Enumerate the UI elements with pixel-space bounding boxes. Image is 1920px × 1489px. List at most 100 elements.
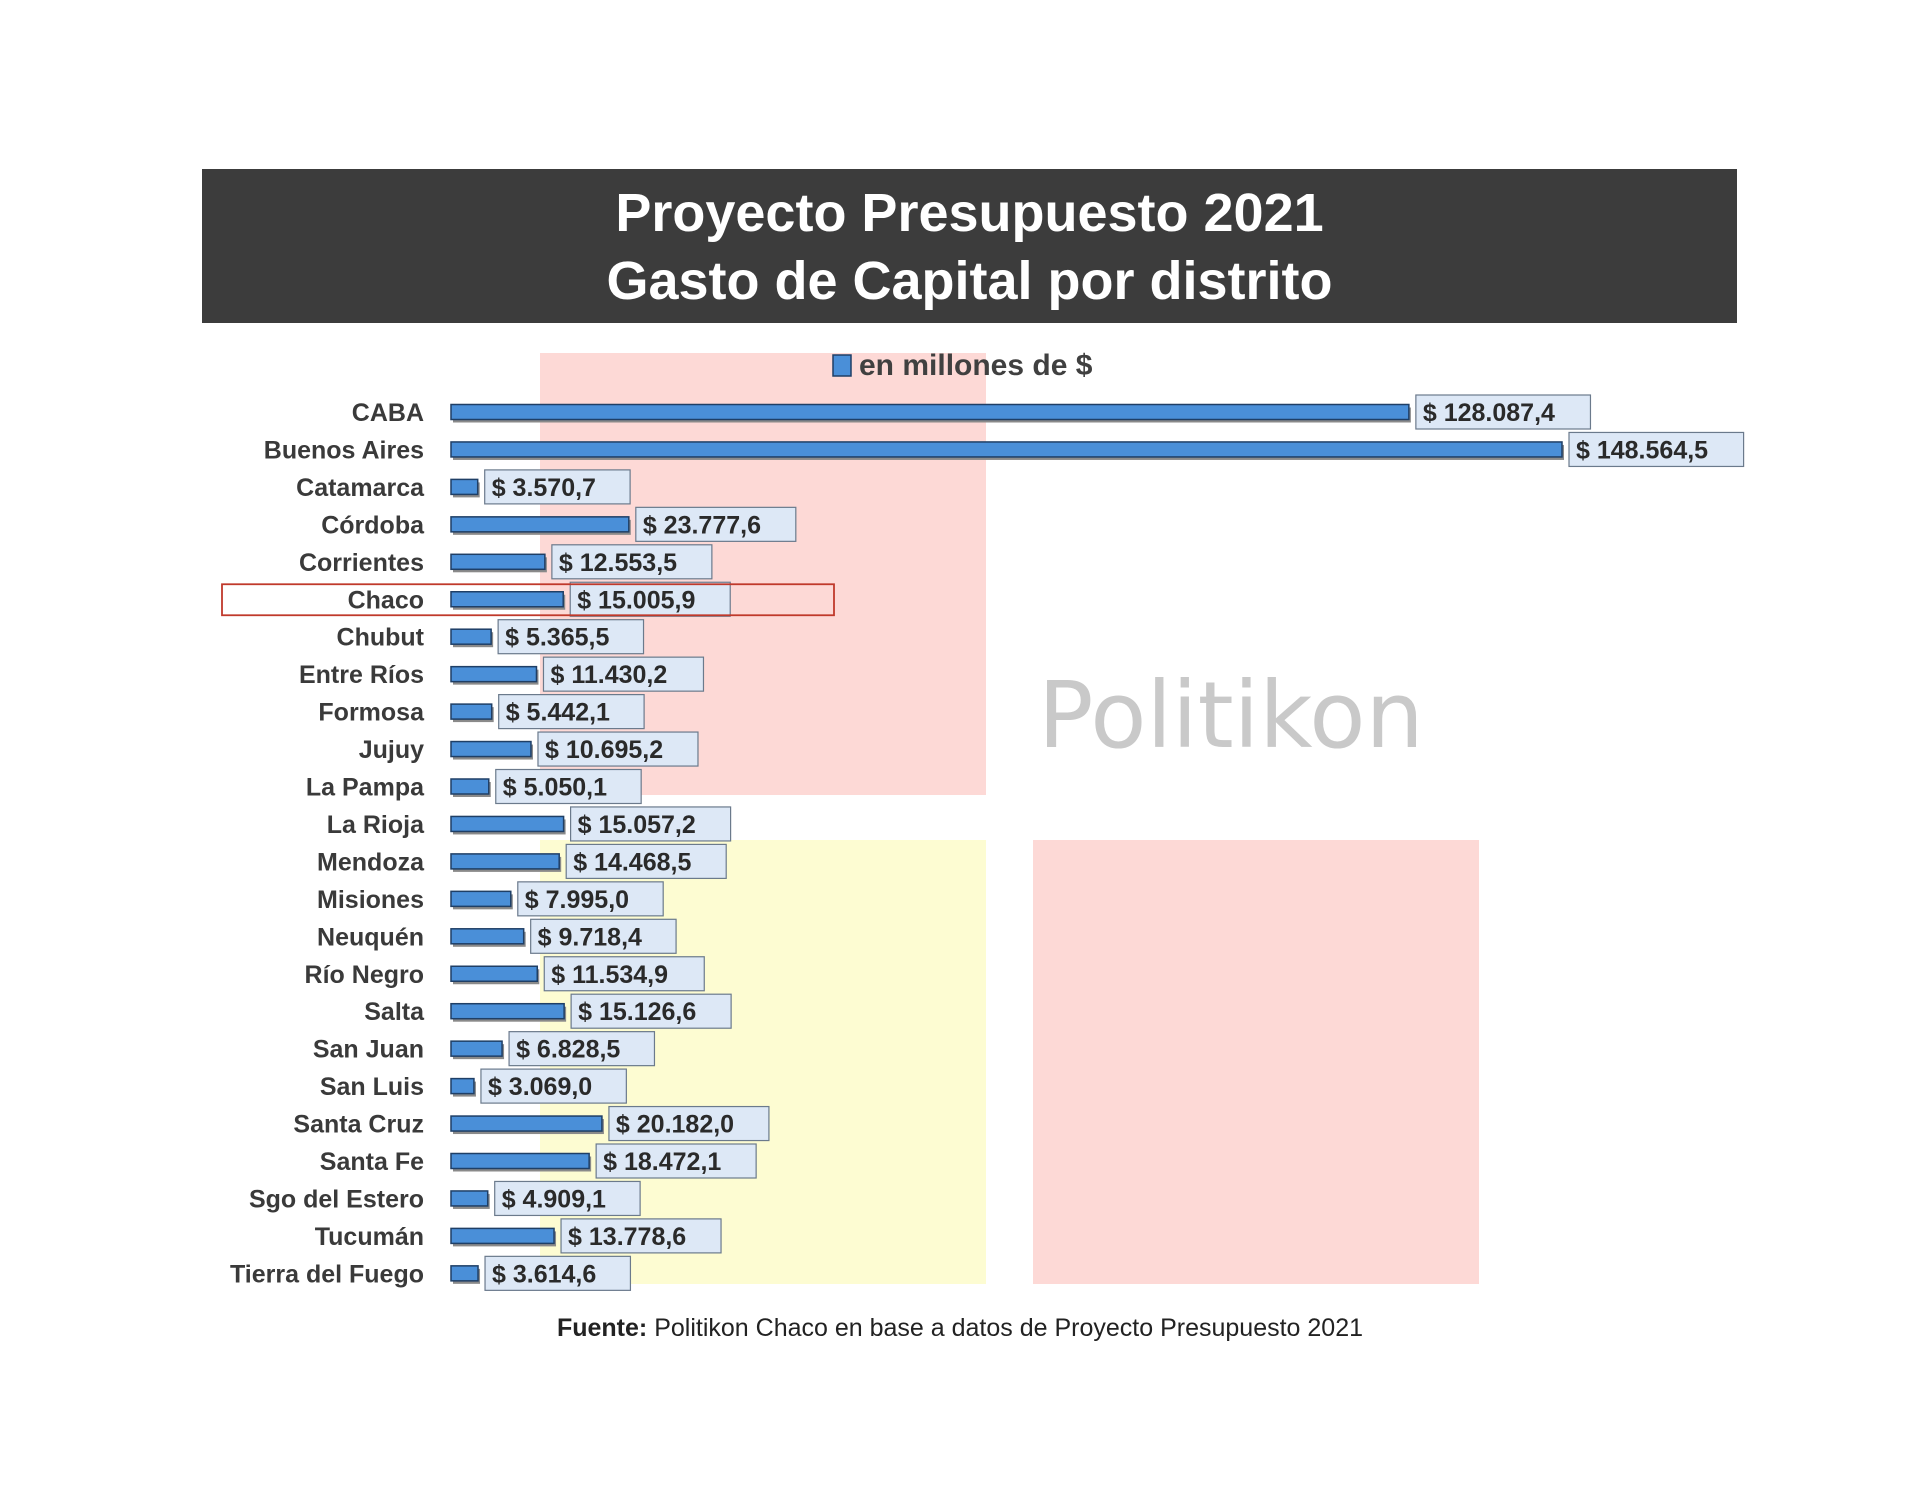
category-label-tucuman: Tucumán: [315, 1223, 424, 1251]
source-label: Fuente:: [556, 1314, 648, 1342]
value-label-santa-fe: $ 18.472,1: [603, 1148, 721, 1176]
category-label-entre-rios: Entre Ríos: [299, 661, 424, 689]
value-label-rio-negro: $ 11.534,9: [551, 961, 668, 989]
bar-santa-fe: [450, 1152, 590, 1170]
bar-cordoba: [450, 516, 630, 533]
category-label-buenos-aires: Buenos Aires: [264, 436, 424, 464]
bar-chaco: [450, 591, 564, 608]
value-label-box-chaco: [569, 581, 731, 617]
legend-label: en millones de $: [859, 349, 1093, 382]
chart-title-line1: Proyecto Presupuesto 2021: [615, 183, 1324, 243]
bar-buenos-aires: [450, 441, 1563, 458]
category-label-misiones: Misiones: [317, 886, 424, 914]
value-label-catamarca: $ 3.570,7: [492, 474, 596, 502]
chart-title-line2: Gasto de Capital por distrito: [606, 251, 1333, 311]
value-label-buenos-aires: $ 148.564,5: [1576, 436, 1708, 464]
value-label-box-caba: [1415, 394, 1592, 430]
bar-rio-negro: [450, 965, 539, 982]
value-label-box-tierra-del-fuego: [484, 1255, 632, 1291]
value-label-box-misiones: [517, 881, 664, 917]
category-labels: CABA Buenos Aires Catamarca Córdoba Corrient…: [230, 399, 425, 1288]
legend-swatch: [832, 354, 852, 377]
watermark-block-red-bottom: [1033, 840, 1479, 1284]
value-label-mendoza: $ 14.468,5: [573, 848, 691, 876]
category-label-santa-fe: Santa Fe: [320, 1148, 424, 1176]
source-text: Politikon Chaco en base a datos de Proye…: [654, 1314, 1364, 1342]
bar-santa-cruz: [450, 1115, 603, 1132]
value-label-box-tucuman: [560, 1218, 722, 1254]
value-label-la-pampa: $ 5.050,1: [503, 774, 607, 802]
category-label-rio-negro: Río Negro: [305, 961, 424, 989]
category-label-jujuy: Jujuy: [359, 736, 424, 764]
value-label-san-luis: $ 3.069,0: [488, 1073, 592, 1101]
value-label-santa-cruz: $ 20.182,0: [616, 1111, 734, 1139]
bar-caba: [450, 403, 1410, 421]
watermark-text: Politikon: [1038, 662, 1424, 769]
category-label-catamarca: Catamarca: [296, 474, 425, 502]
value-label-tierra-del-fuego: $ 3.614,6: [492, 1260, 596, 1288]
value-label-jujuy: $ 10.695,2: [545, 736, 663, 764]
value-label-corrientes: $ 12.553,5: [559, 549, 677, 577]
category-label-chaco: Chaco: [348, 586, 424, 614]
value-label-salta: $ 15.126,6: [578, 998, 696, 1026]
value-label-neuquen: $ 9.718,4: [538, 923, 642, 951]
value-label-box-corrientes: [551, 544, 713, 580]
value-label-box-santa-cruz: [608, 1105, 770, 1142]
category-label-corrientes: Corrientes: [299, 549, 424, 577]
bar-chubut: [450, 628, 492, 645]
category-label-chubut: Chubut: [337, 624, 425, 652]
value-label-box-entre-rios: [542, 656, 705, 692]
category-label-cordoba: Córdoba: [321, 511, 425, 539]
bar-catamarca: [450, 478, 479, 496]
category-label-sgo-del-estero: Sgo del Estero: [249, 1185, 424, 1213]
value-label-box-la-pampa: [495, 768, 642, 805]
value-label-box-san-juan: [508, 1031, 656, 1067]
value-label-la-rioja: $ 15.057,2: [578, 811, 696, 839]
value-label-box-san-luis: [480, 1068, 627, 1104]
bar-tierra-del-fuego: [450, 1265, 479, 1282]
bar-la-pampa: [450, 778, 490, 795]
title-banner: Proyecto Presupuesto 2021 Gasto de Capit…: [202, 169, 1737, 323]
value-label-chubut: $ 5.365,5: [505, 624, 609, 652]
value-label-box-sgo-del-estero: [494, 1180, 641, 1217]
bar-misiones: [450, 890, 512, 908]
value-label-box-cordoba: [635, 506, 797, 542]
bar-salta: [450, 1002, 565, 1020]
chaco-highlight-box: [221, 583, 835, 617]
value-label-box-formosa: [498, 693, 645, 730]
bars: [450, 403, 1564, 1284]
value-label-box-jujuy: [537, 731, 699, 767]
bar-san-luis: [450, 1077, 475, 1095]
category-label-caba: CABA: [352, 399, 424, 427]
value-label-box-la-rioja: [570, 806, 732, 842]
bar-mendoza: [450, 853, 560, 870]
value-labels: $ 128.087,4 $ 148.564,5 $ 3.570,7 $ 23.777,…: [480, 394, 1745, 1291]
bar-entre-rios: [450, 665, 538, 683]
category-label-san-juan: San Juan: [313, 1036, 424, 1064]
bar-neuquen: [450, 928, 525, 945]
category-label-salta: Salta: [364, 998, 425, 1026]
bar-corrientes: [450, 553, 546, 571]
watermark: Politikon: [540, 353, 1479, 1284]
legend: en millones de $: [832, 349, 1093, 382]
value-label-cordoba: $ 23.777,6: [643, 511, 761, 539]
bar-la-rioja: [450, 815, 565, 833]
value-label-formosa: $ 5.442,1: [506, 699, 610, 727]
category-label-mendoza: Mendoza: [317, 848, 425, 876]
bar-san-juan: [450, 1040, 503, 1057]
value-label-sgo-del-estero: $ 4.909,1: [502, 1185, 606, 1213]
bar-tucuman: [450, 1227, 555, 1245]
value-label-tucuman: $ 13.778,6: [568, 1223, 686, 1251]
category-label-san-luis: San Luis: [320, 1073, 424, 1101]
category-label-la-pampa: La Pampa: [306, 774, 425, 802]
bar-jujuy: [450, 740, 532, 758]
value-label-box-santa-fe: [595, 1143, 757, 1179]
bar-sgo-del-estero: [450, 1190, 489, 1207]
value-label-box-chubut: [497, 619, 645, 655]
category-label-santa-cruz: Santa Cruz: [293, 1111, 424, 1139]
category-label-la-rioja: La Rioja: [327, 811, 425, 839]
category-label-formosa: Formosa: [318, 699, 425, 727]
value-label-box-neuquen: [530, 918, 677, 954]
value-label-box-rio-negro: [543, 956, 705, 992]
